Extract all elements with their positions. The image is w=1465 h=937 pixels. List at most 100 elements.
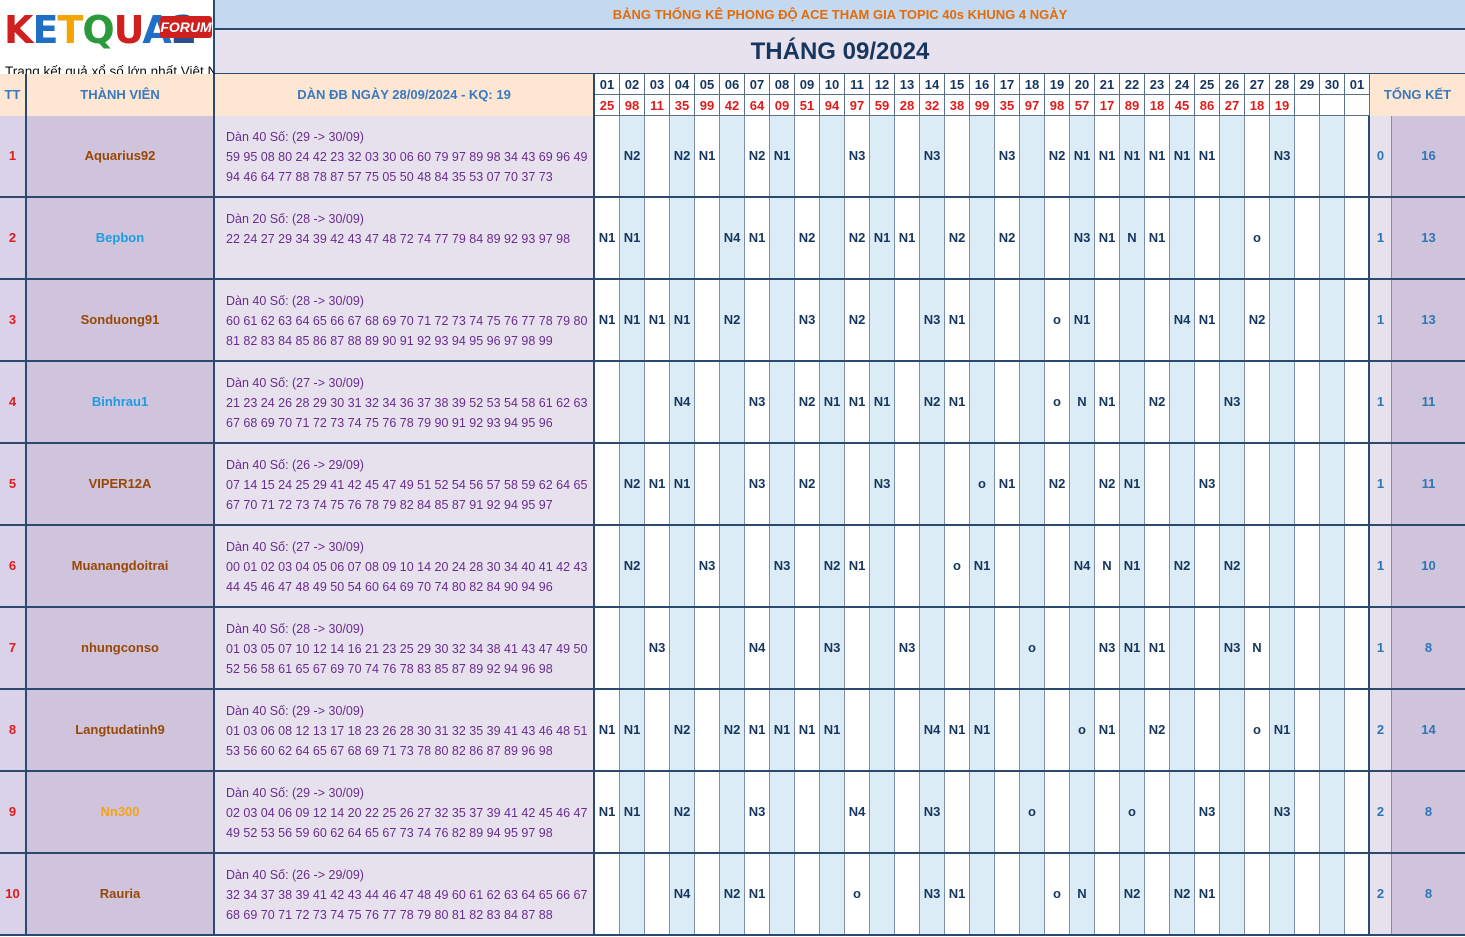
member-name[interactable]: Binhrau1 — [27, 362, 215, 442]
day-cell: N1 — [745, 198, 770, 278]
number-set: Dàn 40 Số: (28 -> 30/09) 60 61 62 63 64 6… — [215, 280, 595, 360]
day-cell: N3 — [995, 116, 1020, 196]
day-cell — [1170, 690, 1195, 770]
day-cell — [595, 362, 620, 442]
day-cell — [770, 362, 795, 442]
number-set-dan-line1: 21 23 24 26 28 29 30 31 32 34 36 37 38 3… — [226, 396, 588, 410]
day-cell — [1220, 280, 1245, 360]
day-cell — [1045, 608, 1070, 688]
day-header: 18 — [1020, 74, 1045, 95]
day-cell — [820, 198, 845, 278]
day-cell: N1 — [620, 690, 645, 770]
day-cell: N2 — [670, 772, 695, 852]
member-name[interactable]: Sonduong91 — [27, 280, 215, 360]
day-cell: N3 — [895, 608, 920, 688]
day-cell — [1320, 526, 1345, 606]
day-cell — [720, 526, 745, 606]
day-cell — [1270, 198, 1295, 278]
day-cell — [1145, 280, 1170, 360]
member-name[interactable]: VIPER12A — [27, 444, 215, 524]
day-cell — [820, 854, 845, 934]
day-cell — [795, 772, 820, 852]
day-header: 20 — [1070, 74, 1095, 95]
number-set: Dàn 40 Số: (29 -> 30/09) 02 03 04 06 09 1… — [215, 772, 595, 852]
member-name[interactable]: Bepbon — [27, 198, 215, 278]
day-cell: N1 — [1270, 690, 1295, 770]
day-cell — [1020, 280, 1045, 360]
day-cell: N3 — [920, 280, 945, 360]
day-cell — [995, 526, 1020, 606]
day-cell — [745, 526, 770, 606]
day-cell — [920, 444, 945, 524]
day-cell: N — [1245, 608, 1270, 688]
day-cell: N1 — [1145, 198, 1170, 278]
result-header: 97 — [845, 95, 870, 116]
day-cell: N4 — [720, 198, 745, 278]
number-set-dan-title: Dàn 40 Số: (27 -> 30/09) — [226, 376, 364, 390]
header-member: THÀNH VIÊN — [27, 74, 215, 116]
number-set-dan-line2: 49 52 53 56 59 60 62 64 65 67 73 74 76 8… — [226, 826, 553, 840]
day-cell — [770, 772, 795, 852]
day-cell: N2 — [1145, 362, 1170, 442]
day-header: 15 — [945, 74, 970, 95]
member-name[interactable]: Aquarius92 — [27, 116, 215, 196]
day-cell — [945, 444, 970, 524]
day-cell: N2 — [995, 198, 1020, 278]
day-cell — [645, 690, 670, 770]
result-header: 18 — [1245, 95, 1270, 116]
day-header: 16 — [970, 74, 995, 95]
day-cell — [1170, 444, 1195, 524]
number-set: Dàn 40 Số: (29 -> 30/09) 59 95 08 80 24 4… — [215, 116, 595, 196]
result-header: 51 — [795, 95, 820, 116]
result-header: 99 — [970, 95, 995, 116]
result-header: 97 — [1020, 95, 1045, 116]
number-set-dan-line2: 44 45 46 47 48 49 50 54 60 64 69 70 74 8… — [226, 580, 553, 594]
day-cell: N2 — [1170, 854, 1195, 934]
day-header: 02 — [620, 74, 645, 95]
day-cell: N3 — [770, 526, 795, 606]
win-count: 2 — [1368, 690, 1392, 770]
day-cell — [870, 690, 895, 770]
number-set: Dàn 40 Số: (26 -> 29/09) 07 14 15 24 25 2… — [215, 444, 595, 524]
day-cell — [670, 608, 695, 688]
day-cell: N3 — [695, 526, 720, 606]
day-header: 14 — [920, 74, 945, 95]
day-cell — [970, 362, 995, 442]
win-count: 1 — [1368, 608, 1392, 688]
day-cell — [770, 444, 795, 524]
day-cell — [1295, 198, 1320, 278]
day-cell — [1070, 444, 1095, 524]
member-name[interactable]: Langtudatinh9 — [27, 690, 215, 770]
month-title: THÁNG 09/2024 — [215, 30, 1465, 74]
day-cell — [870, 526, 895, 606]
day-cell — [695, 772, 720, 852]
day-cell — [920, 608, 945, 688]
day-header: 17 — [995, 74, 1020, 95]
day-cell — [1345, 854, 1370, 934]
day-cell — [1170, 362, 1195, 442]
member-name[interactable]: Muanangdoitrai — [27, 526, 215, 606]
day-cell — [845, 690, 870, 770]
day-cell — [1295, 526, 1320, 606]
member-name[interactable]: Nn300 — [27, 772, 215, 852]
day-cell — [645, 362, 670, 442]
result-header: 38 — [945, 95, 970, 116]
day-cell: N2 — [670, 690, 695, 770]
site-logo[interactable]: KETQUA2 FORUM Trang kết quả xổ số lớn nh… — [0, 0, 236, 85]
win-count: 1 — [1368, 526, 1392, 606]
day-cell — [895, 690, 920, 770]
day-cell: N1 — [745, 854, 770, 934]
day-cell — [1295, 280, 1320, 360]
win-count: 1 — [1368, 280, 1392, 360]
day-cell — [945, 116, 970, 196]
member-name[interactable]: Rauria — [27, 854, 215, 934]
day-cell: N3 — [920, 772, 945, 852]
day-cell: N1 — [845, 362, 870, 442]
member-name[interactable]: nhungconso — [27, 608, 215, 688]
day-header: 05 — [695, 74, 720, 95]
win-count: 2 — [1368, 854, 1392, 934]
day-cell — [820, 772, 845, 852]
number-set-dan-line1: 60 61 62 63 64 65 66 67 68 69 70 71 72 7… — [226, 314, 588, 328]
day-cell — [1120, 280, 1145, 360]
